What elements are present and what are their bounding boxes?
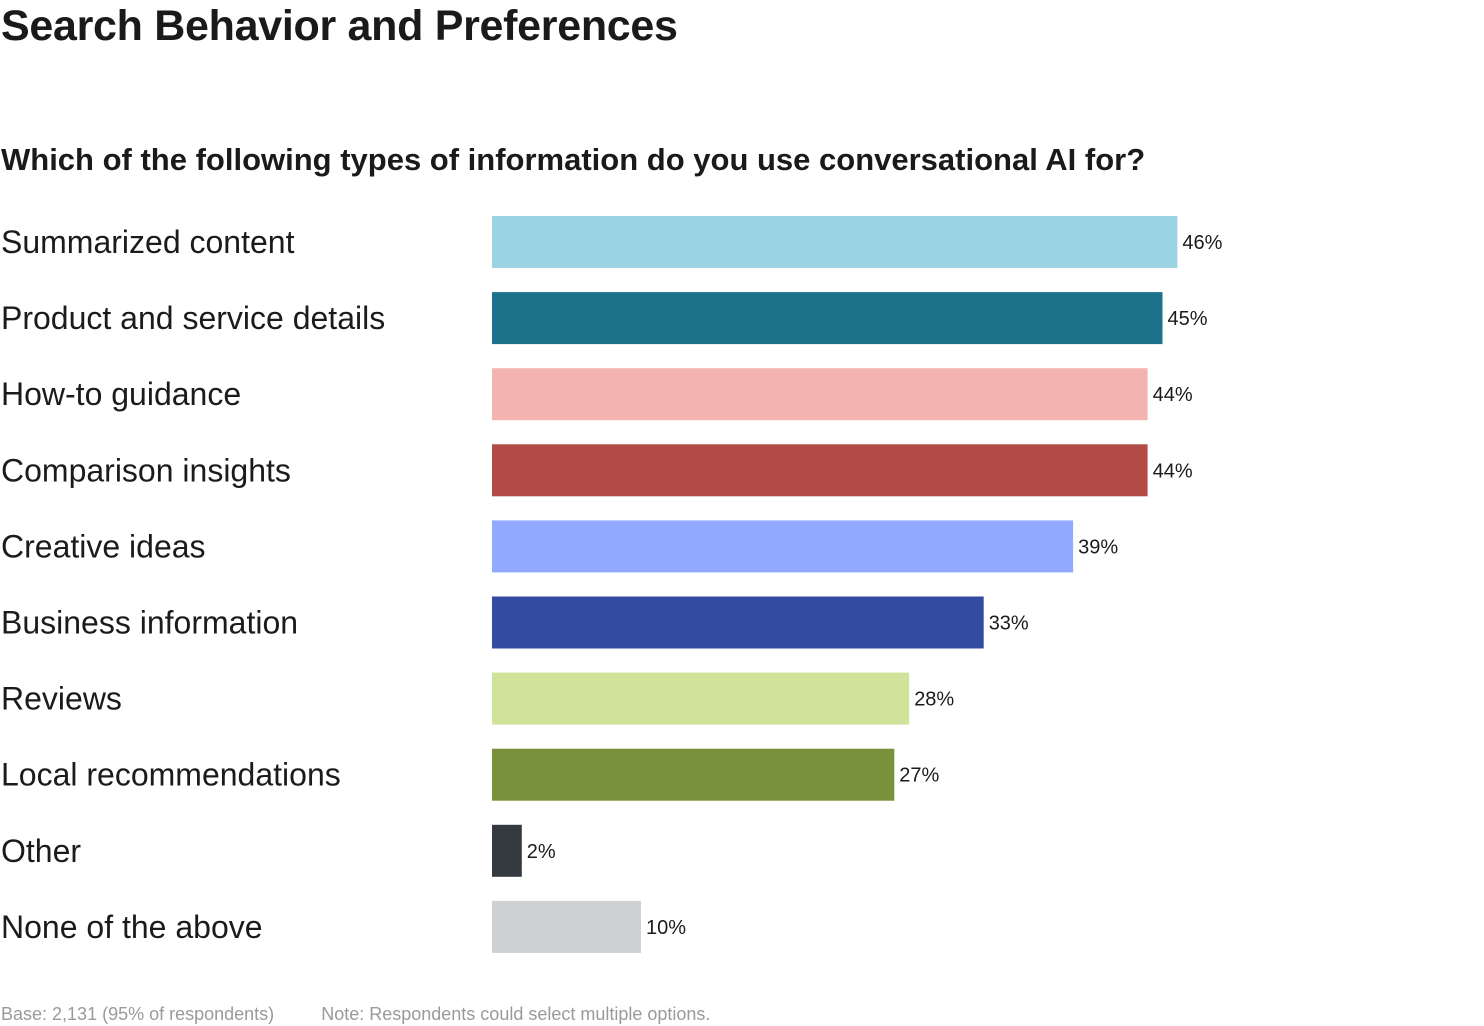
value-label-reviews: 28%	[914, 689, 954, 711]
value-label-product-and-service-details: 45%	[1168, 308, 1208, 330]
bar-creative-ideas	[492, 520, 1074, 573]
bar-product-and-service-details	[492, 292, 1163, 345]
value-label-summarized-content: 46%	[1182, 232, 1222, 254]
value-label-business-information: 33%	[989, 613, 1029, 635]
category-label-how-to-guidance: How-to guidance	[1, 376, 241, 412]
category-label-comparison-insights: Comparison insights	[1, 452, 291, 488]
category-label-reviews: Reviews	[1, 681, 122, 717]
category-label-product-and-service-details: Product and service details	[1, 300, 385, 336]
bar-summarized-content	[492, 216, 1178, 268]
value-label-comparison-insights: 44%	[1153, 460, 1193, 482]
category-label-business-information: Business information	[1, 605, 298, 641]
value-label-other: 2%	[527, 841, 556, 863]
bar-none-of-the-above	[492, 900, 641, 953]
category-label-creative-ideas: Creative ideas	[1, 528, 206, 564]
multiple-options-note: Note: Respondents could select multiple …	[321, 1004, 711, 1024]
category-label-local-recommendations: Local recommendations	[1, 757, 341, 793]
bar-other	[492, 824, 522, 877]
value-label-none-of-the-above: 10%	[646, 917, 686, 939]
category-label-none-of-the-above: None of the above	[1, 909, 263, 945]
base-note: Base: 2,131 (95% of respondents)	[1, 1004, 275, 1024]
bar-local-recommendations	[492, 748, 895, 801]
category-label-other: Other	[1, 833, 81, 869]
bar-reviews	[492, 672, 910, 725]
chart-footer: Base: 2,131 (95% of respondents) Note: R…	[1, 1004, 710, 1025]
value-label-local-recommendations: 27%	[899, 765, 939, 787]
bar-chart: Summarized content 46% Product and service…	[1, 216, 1223, 953]
value-label-creative-ideas: 39%	[1078, 536, 1118, 558]
bar-how-to-guidance	[492, 368, 1148, 421]
chart-question: Which of the following types of informat…	[1, 142, 1146, 177]
value-label-how-to-guidance: 44%	[1153, 384, 1193, 406]
bar-business-information	[492, 596, 984, 649]
bar-comparison-insights	[492, 444, 1148, 497]
category-label-summarized-content: Summarized content	[1, 224, 295, 260]
page-title: Search Behavior and Preferences	[1, 2, 678, 50]
